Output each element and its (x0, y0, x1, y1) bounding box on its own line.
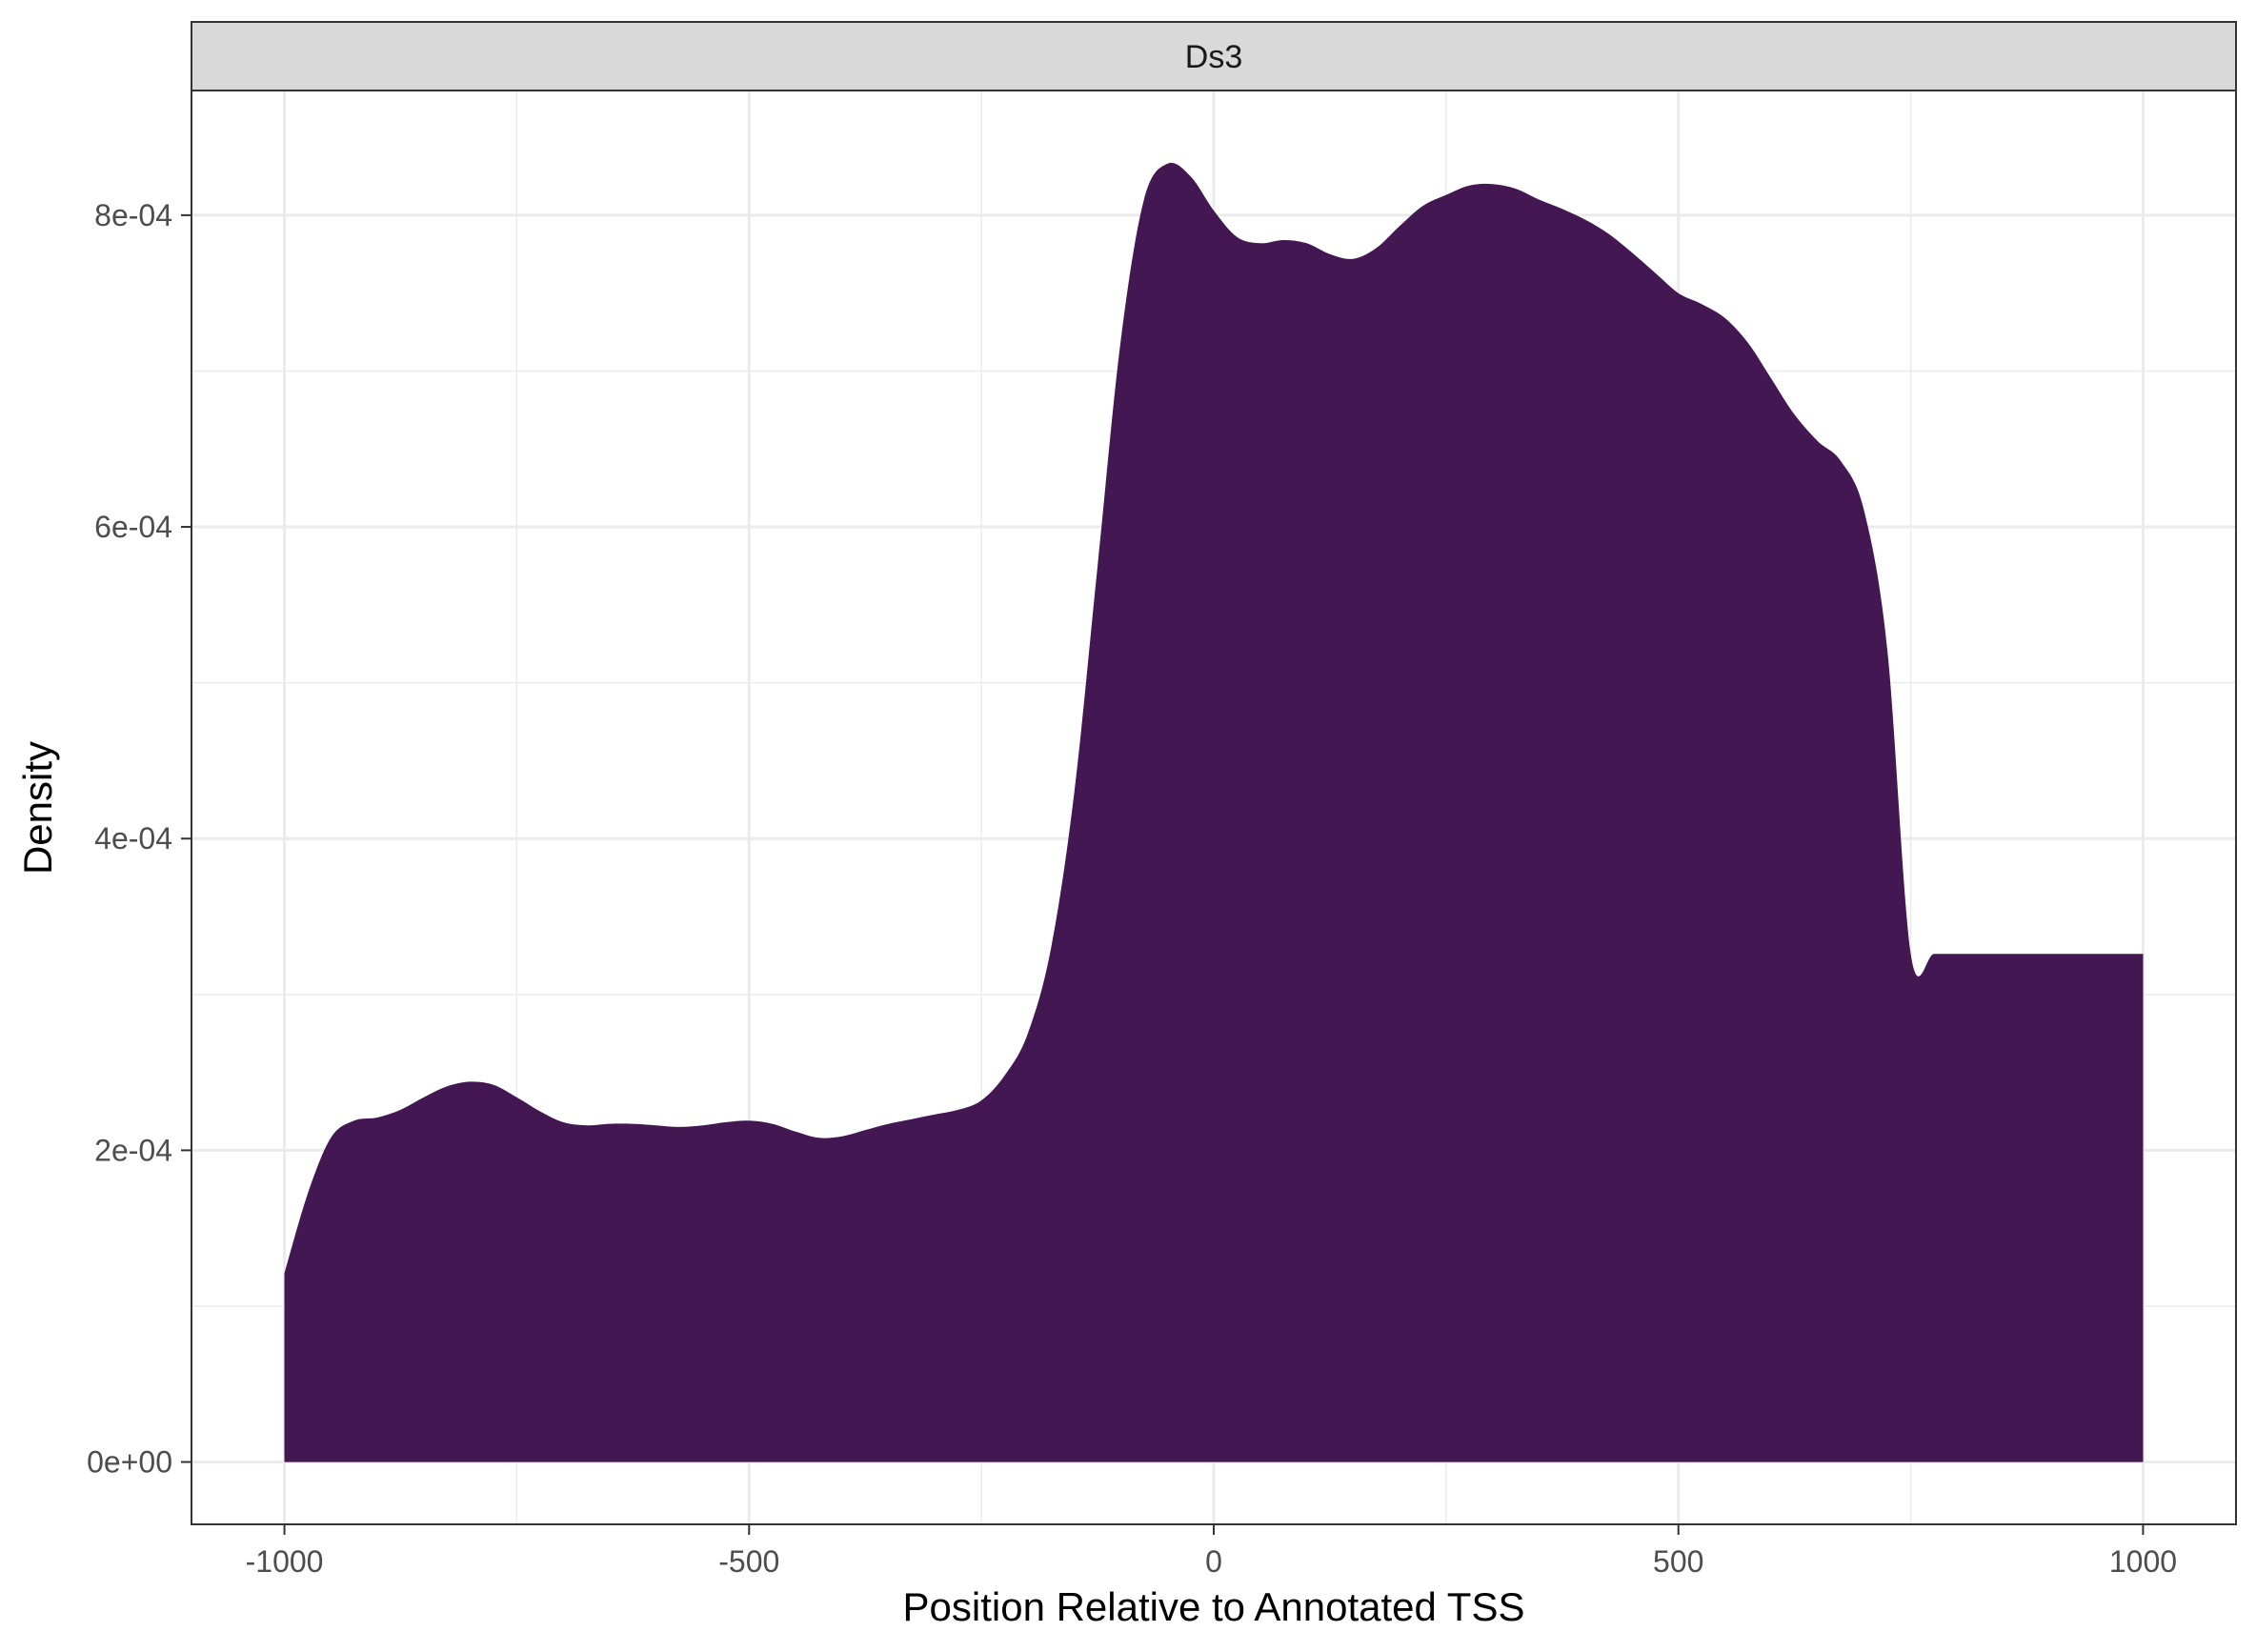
x-tick-label: 500 (1653, 1544, 1703, 1579)
x-tick-label: 0 (1205, 1544, 1222, 1579)
y-tick-label: 0e+00 (87, 1445, 172, 1480)
x-axis-ticks: -1000 -500 0 500 1000 (246, 1524, 2177, 1579)
x-axis-title: Position Relative to Annotated TSS (903, 1584, 1525, 1629)
y-tick-label: 2e-04 (94, 1133, 172, 1167)
x-tick-label: 1000 (2109, 1544, 2177, 1579)
x-tick-label: -1000 (246, 1544, 324, 1579)
y-tick-label: 4e-04 (94, 821, 172, 856)
y-axis-title: Density (15, 741, 60, 875)
density-area (284, 162, 2144, 1462)
y-tick-label: 6e-04 (94, 510, 172, 544)
facet-strip-label: Ds3 (1185, 39, 1242, 75)
facet-strip (191, 21, 2237, 91)
x-tick-label: -500 (718, 1544, 779, 1579)
y-axis-ticks: 0e+00 2e-04 4e-04 6e-04 8e-04 (87, 198, 191, 1480)
y-tick-label: 8e-04 (94, 198, 172, 232)
